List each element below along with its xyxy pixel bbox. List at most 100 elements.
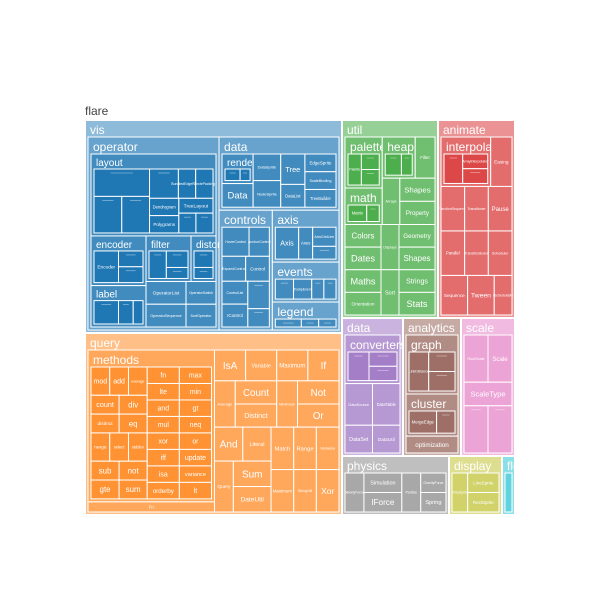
treemap-node-lt[interactable] [178,481,212,500]
treemap-rect-leaf[interactable] [428,351,456,372]
treemap-node-scale[interactable] [487,334,513,383]
treemap-node-leaf[interactable] [195,212,214,234]
treemap-rect-leaf[interactable] [311,278,325,300]
treemap-node-leaf[interactable] [384,153,402,176]
treemap-node-encoder[interactable] [93,250,120,284]
treemap-rect-rectsprite[interactable] [467,492,500,513]
treemap-rect-literal[interactable] [242,426,272,462]
treemap-node-leaf[interactable] [118,300,134,325]
treemap-rect-leaf[interactable] [462,168,489,184]
treemap-rect-leaf[interactable] [368,351,398,367]
treemap-rect-leaf[interactable] [132,300,144,325]
treemap-rect-if[interactable] [307,349,340,382]
treemap-node-rootscale[interactable] [463,334,489,383]
treemap-node-leaf[interactable] [165,250,189,268]
treemap-rect-spring[interactable] [420,492,447,513]
treemap-rect-leaf[interactable] [360,153,380,171]
treemap-rect-leaf[interactable] [463,405,489,454]
treemap-node-dataset[interactable] [344,424,373,454]
treemap-rect-leaf[interactable] [360,169,380,186]
treemap-rect-leaf[interactable] [239,168,251,182]
treemap-rect-dataset[interactable] [344,424,373,454]
treemap-node-leaf[interactable] [436,410,456,434]
treemap-rect-ischedulable[interactable] [493,274,513,316]
treemap-rect-leaf[interactable] [274,278,295,300]
treemap-node-leaf[interactable] [247,308,270,328]
treemap-node-ischedulable[interactable] [493,274,513,316]
treemap-node-leaf[interactable] [368,365,398,382]
treemap-rect-and[interactable] [213,426,244,462]
treemap-node-maximum[interactable] [276,349,309,382]
treemap-rect-lt[interactable] [178,481,212,500]
treemap-rect-xor[interactable] [315,469,340,513]
treemap-node-leaf[interactable] [118,266,144,284]
treemap-rect-leaf[interactable] [93,300,120,325]
treemap-rect-leaf[interactable] [368,365,398,382]
treemap-node-tween[interactable] [467,274,495,316]
treemap-node-dateutil[interactable] [232,486,272,513]
treemap-node-leaf[interactable] [178,212,197,234]
treemap-rect-rootscale[interactable] [463,334,489,383]
treemap-rect-dateutil[interactable] [232,486,272,513]
treemap-node-leaf[interactable] [93,195,123,234]
treemap-node-spring[interactable] [420,492,447,513]
treemap-rect-leaf[interactable] [165,266,189,279]
treemap-rect-leaf[interactable] [121,195,151,234]
treemap-node-if[interactable] [307,349,340,382]
treemap-node-leaf[interactable] [193,266,214,279]
treemap-node-literal[interactable] [242,426,272,462]
treemap-rect-leaf[interactable] [193,250,214,268]
treemap-rect-leaf[interactable] [384,153,402,176]
treemap-node-leaf[interactable] [462,168,489,184]
treemap-node-optimization[interactable] [405,435,459,454]
treemap-node-stats[interactable] [398,291,436,316]
treemap-rect-leaf[interactable] [93,195,123,234]
treemap-node-leaf[interactable] [360,169,380,186]
treemap-node-leaf[interactable] [487,405,513,454]
treemap-rect-leaf[interactable] [428,371,456,392]
treemap-rect-leaf[interactable] [436,410,456,434]
treemap-rect-leaf[interactable] [366,204,380,222]
treemap-node-flarevis[interactable] [504,472,513,513]
treemap-node-leaf[interactable] [311,278,325,300]
treemap-node-leaf[interactable] [443,153,464,184]
treemap-rect-leaf[interactable] [323,278,337,300]
treemap-node-leaf[interactable] [224,168,241,182]
treemap-rect-tween[interactable] [467,274,495,316]
treemap-node-and[interactable] [213,426,244,462]
treemap-rect-datautil[interactable] [372,424,401,454]
treemap-node-leaf[interactable] [274,278,295,300]
treemap-rect-leaf[interactable] [178,212,197,234]
treemap-node-treebuilder[interactable] [304,188,337,208]
treemap-node-leaf[interactable] [400,153,413,176]
treemap-node-tree[interactable] [280,153,306,185]
treemap-rect-leaf[interactable] [312,245,337,260]
treemap-node-leaf[interactable] [368,351,398,367]
treemap-rect-leaf[interactable] [195,212,214,234]
treemap-node-leaf[interactable] [93,300,120,325]
treemap-node-leaf[interactable] [312,245,337,260]
treemap-rect-leaf[interactable] [193,266,214,279]
treemap-node-rectsprite[interactable] [467,492,500,513]
treemap-rect-tree[interactable] [280,153,306,185]
treemap-node-leaf[interactable] [193,250,214,268]
treemap-rect-leaf[interactable] [118,250,144,268]
treemap-rect-flarevis[interactable] [504,472,513,513]
treemap-rect-leaf[interactable] [400,153,413,176]
treemap-rect-scale[interactable] [487,334,513,383]
treemap-node-leaf[interactable] [118,250,144,268]
treemap-node-leaf[interactable] [239,168,251,182]
treemap-rect-sortoperator[interactable] [185,303,217,328]
treemap-rect-treebuilder[interactable] [304,188,337,208]
treemap-rect-stats[interactable] [398,291,436,316]
treemap-node-sortoperator[interactable] [185,303,217,328]
treemap-node-leaf[interactable] [165,266,189,279]
treemap-rect-leaf[interactable] [118,266,144,284]
treemap-rect-leaf[interactable] [487,405,513,454]
treemap-node-xor[interactable] [315,469,340,513]
treemap-node-leaf[interactable] [428,351,456,372]
treemap-rect-optimization[interactable] [405,435,459,454]
treemap-rect-leaf[interactable] [224,168,241,182]
treemap-rect-encoder[interactable] [93,250,120,284]
treemap-node-datautil[interactable] [372,424,401,454]
